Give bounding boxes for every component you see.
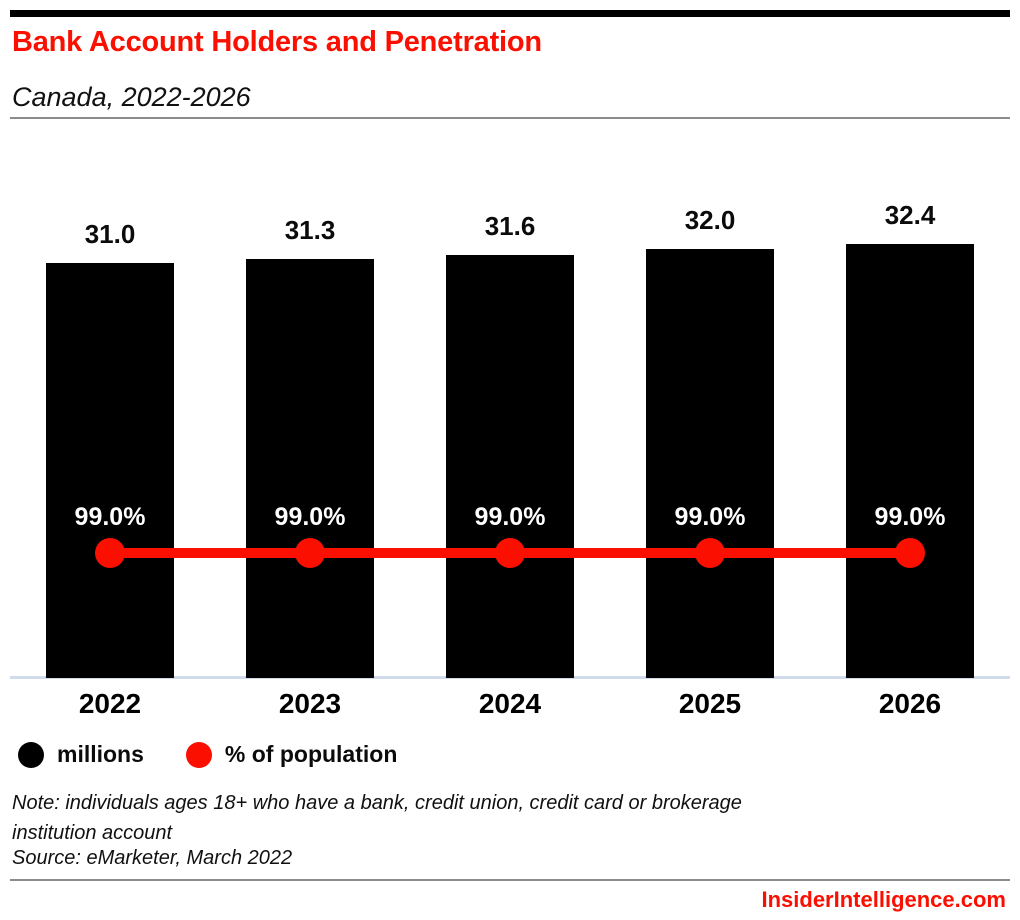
legend-label-millions: millions — [57, 741, 144, 767]
bar-2022 — [46, 263, 174, 678]
footnote-source: Source: eMarketer, March 2022 — [12, 847, 293, 869]
x-axis-label: 2026 — [878, 688, 942, 719]
bar-value-label: 32.0 — [684, 205, 736, 235]
footnote-note: Note: individuals ages 18+ who have a ba… — [12, 792, 742, 844]
percent-label: 99.0% — [74, 503, 146, 531]
line-marker — [695, 538, 725, 568]
legend: millions % of population — [18, 741, 397, 768]
bar-value-label: 31.0 — [84, 219, 136, 249]
line-marker — [295, 538, 325, 568]
x-axis-label: 2025 — [678, 688, 742, 719]
bar-value-label: 32.4 — [884, 200, 936, 230]
bar-2025 — [646, 249, 774, 678]
header-divider — [10, 117, 1010, 119]
footer-brand: InsiderIntelligence.com — [761, 887, 1006, 912]
line-marker — [895, 538, 925, 568]
line-marker — [95, 538, 125, 568]
bar-value-label: 31.3 — [284, 215, 336, 245]
legend-swatch-millions — [18, 741, 44, 768]
page-title: Bank Account Holders and Penetration — [12, 26, 542, 58]
x-axis-label: 2024 — [478, 688, 542, 719]
line-marker — [495, 538, 525, 568]
top-accent-bar — [10, 10, 1010, 17]
x-axis-label: 2023 — [278, 688, 342, 719]
legend-label-percent: % of population — [224, 741, 398, 767]
legend-item-millions: millions — [18, 741, 144, 768]
bar-2023 — [246, 259, 374, 678]
percent-label: 99.0% — [274, 503, 346, 531]
x-axis-label: 2022 — [78, 688, 142, 719]
footer-divider — [10, 879, 1010, 881]
percent-label: 99.0% — [674, 503, 746, 531]
legend-swatch-percent — [185, 741, 212, 768]
legend-item-percent: % of population — [185, 741, 398, 768]
percent-label: 99.0% — [874, 503, 946, 531]
bar-2026 — [846, 244, 974, 678]
bar-value-label: 31.6 — [484, 211, 536, 241]
page-subtitle: Canada, 2022-2026 — [12, 82, 251, 112]
percent-label: 99.0% — [474, 503, 546, 531]
bar-2024 — [446, 255, 574, 678]
